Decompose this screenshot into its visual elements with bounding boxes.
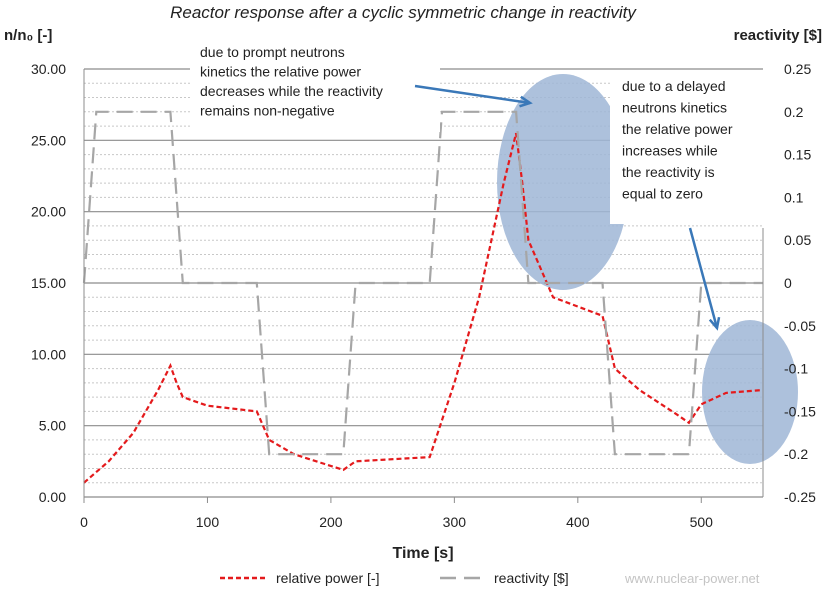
watermark: www.nuclear-power.net	[624, 571, 760, 586]
x-tick-label: 500	[690, 514, 714, 530]
annotation-text: equal to zero	[622, 186, 703, 202]
y-tick-label: 5.00	[39, 418, 66, 434]
annotation-arrow	[688, 227, 719, 329]
annotation-text: the reactivity is	[622, 164, 715, 180]
annotation-arrow	[414, 84, 531, 105]
annotation-text: neutrons kinetics	[622, 100, 727, 116]
y-axis-label: n/n₀ [-]	[4, 27, 52, 44]
y-tick-label: 30.00	[31, 61, 66, 77]
y2-tick-label: -0.15	[784, 403, 816, 419]
y-tick-label: 0.00	[39, 489, 66, 505]
y2-tick-label: 0.2	[784, 104, 804, 120]
arrow-head	[519, 95, 533, 108]
chart-title: Reactor response after a cyclic symmetri…	[170, 3, 637, 22]
annotation-text: kinetics the relative power	[200, 64, 361, 80]
y2-tick-label: -0.1	[784, 361, 808, 377]
axes: 0 100 200 300 400 500 0.00 5.00 10.00 15.00 20.00 2…	[31, 61, 816, 530]
annotation-text: decreases while the reactivity	[200, 83, 383, 99]
x-tick-label: 100	[196, 514, 220, 530]
y-tick-label: 20.00	[31, 204, 66, 220]
y2-tick-label: 0.15	[784, 147, 811, 163]
arrow-head	[708, 316, 721, 331]
legend-label-reactivity: reactivity [$]	[494, 570, 569, 586]
y2-axis-label: reactivity [$]	[734, 27, 822, 44]
y2-tick-label: 0.05	[784, 232, 811, 248]
y2-tick-label: 0	[784, 275, 792, 291]
x-tick-label: 300	[443, 514, 467, 530]
y2-tick-label: 0.25	[784, 61, 811, 77]
legend: relative power [-] reactivity [$]	[220, 570, 569, 586]
annotation-text: due to a delayed	[622, 78, 726, 94]
x-axis-label: Time [s]	[392, 545, 453, 562]
annotation-boxes: due to prompt neutrons kinetics the relat…	[190, 40, 770, 224]
annotation-text: increases while	[622, 143, 718, 159]
y-tick-label: 15.00	[31, 275, 66, 291]
x-tick-label: 0	[80, 514, 88, 530]
x-tick-label: 400	[566, 514, 590, 530]
power-line	[83, 132, 764, 484]
reactivity-line	[82, 110, 763, 456]
y2-tick-label: -0.2	[784, 446, 808, 462]
highlight-ellipse	[497, 74, 629, 290]
annotation-text: remains non-negative	[200, 103, 335, 119]
annotation-text: due to prompt neutrons	[200, 44, 345, 60]
annotation-box	[190, 40, 440, 132]
y2-tick-label: -0.25	[784, 489, 816, 505]
y2-tick-label: 0.1	[784, 189, 804, 205]
y-tick-label: 25.00	[31, 132, 66, 148]
annotation-text: the relative power	[622, 121, 733, 137]
y2-tick-label: -0.05	[784, 318, 816, 334]
legend-label-power: relative power [-]	[276, 570, 379, 586]
annotation-box	[610, 72, 770, 224]
x-tick-label: 200	[319, 514, 343, 530]
y-tick-label: 10.00	[31, 346, 66, 362]
series	[82, 110, 764, 484]
arrows	[414, 84, 721, 331]
